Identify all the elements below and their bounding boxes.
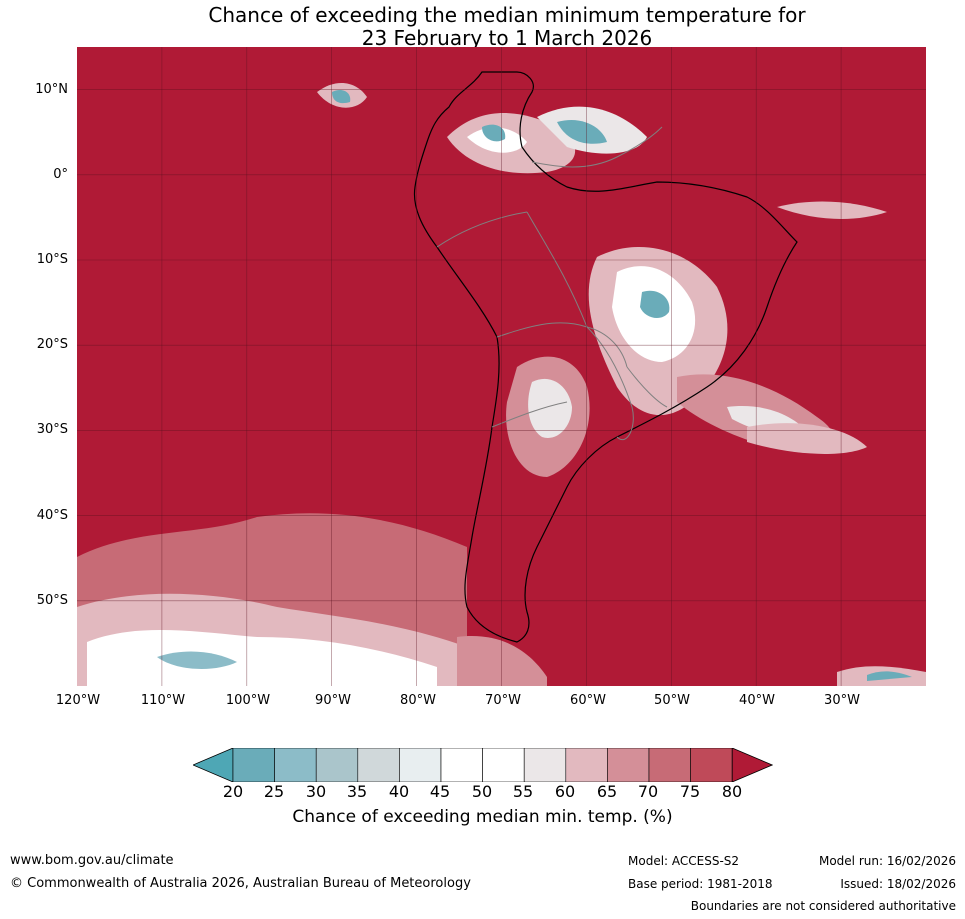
lon-label-50w: 50°W (654, 693, 690, 708)
colorbar-tick-25: 25 (263, 782, 285, 801)
colorbar-tick-45: 45 (429, 782, 451, 801)
probability-map[interactable] (77, 47, 926, 686)
colorbar-extend-low (193, 748, 234, 782)
map-title: Chance of exceeding the median minimum t… (0, 4, 965, 50)
lat-label-40s: 40°S (36, 508, 68, 523)
colorbar-tick-60: 60 (554, 782, 576, 801)
colorbar-segment (482, 748, 525, 782)
colorbar-tick-35: 35 (346, 782, 368, 801)
colorbar-tick-70: 70 (637, 782, 659, 801)
colorbar-segment (440, 748, 483, 782)
colorbar-segment (523, 748, 567, 782)
colorbar-tick-30: 30 (305, 782, 327, 801)
lon-label-70w: 70°W (485, 693, 521, 708)
lat-label-20s: 20°S (36, 337, 68, 352)
colorbar-tick-20: 20 (222, 782, 244, 801)
lat-label-50s: 50°S (36, 593, 68, 608)
lon-label-120w: 120°W (55, 693, 101, 708)
model-text: Model: ACCESS-S2 (628, 854, 740, 868)
colorbar-label: Chance of exceeding median min. temp. (%… (292, 807, 673, 827)
land-anomaly-pattern (317, 82, 887, 477)
copyright-text: © Commonwealth of Australia 2026, Austra… (10, 876, 471, 891)
colorbar-tick-55: 55 (512, 782, 534, 801)
base-period-text: Base period: 1981-2018 (628, 877, 773, 891)
colorbar-segment (690, 748, 733, 782)
lon-label-90w: 90°W (315, 693, 351, 708)
colorbar-segment (357, 748, 400, 782)
colorbar-segment (315, 748, 359, 782)
graticule (77, 47, 926, 686)
colorbar-segment (607, 748, 650, 782)
website-link[interactable]: www.bom.gov.au/climate (10, 853, 174, 868)
colorbar-segment (399, 748, 442, 782)
colorbar-segment (648, 748, 691, 782)
country-borders (436, 126, 668, 440)
lat-label-30s: 30°S (36, 422, 68, 437)
map-panel[interactable] (77, 47, 926, 686)
colorbar-tick-40: 40 (388, 782, 410, 801)
model-run-text: Model run: 16/02/2026 (818, 854, 956, 868)
lat-label-0: 0° (53, 167, 68, 182)
colorbar-extend-high (731, 748, 773, 782)
colorbar-segment (232, 748, 275, 782)
lon-label-40w: 40°W (739, 693, 775, 708)
southern-ocean-pattern (77, 513, 926, 686)
issued-text: Issued: 18/02/2026 (840, 877, 956, 891)
disclaimer-text: Boundaries are not considered authoritat… (690, 899, 956, 913)
lon-label-60w: 60°W (570, 693, 606, 708)
title-line-2: 23 February to 1 March 2026 (361, 26, 653, 50)
lon-label-30w: 30°W (824, 693, 860, 708)
lon-label-110w: 110°W (140, 693, 186, 708)
colorbar-tick-75: 75 (679, 782, 701, 801)
colorbar-segment (565, 748, 608, 782)
lat-label-10s: 10°S (36, 252, 68, 267)
lat-label-10n: 10°N (35, 82, 68, 97)
colorbar (193, 748, 773, 782)
title-line-1: Chance of exceeding the median minimum t… (208, 3, 806, 27)
lon-label-100w: 100°W (225, 693, 271, 708)
colorbar-tick-50: 50 (471, 782, 493, 801)
lon-label-80w: 80°W (400, 693, 436, 708)
colorbar-tick-80: 80 (721, 782, 743, 801)
colorbar-tick-65: 65 (596, 782, 618, 801)
colorbar-segment (274, 748, 317, 782)
